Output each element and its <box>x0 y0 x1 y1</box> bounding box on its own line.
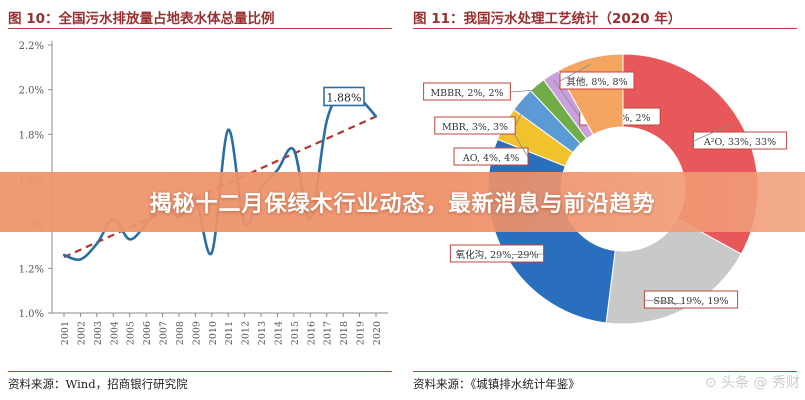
x-tick-label: 2016 <box>306 321 317 345</box>
x-tick-label: 2002 <box>76 321 87 345</box>
x-tick-label: 2012 <box>241 321 252 345</box>
x-tick-label: 2010 <box>208 321 219 345</box>
slice-label-box <box>559 71 635 90</box>
slice-label: MBBR, 2%, 2% <box>430 88 503 99</box>
data-point <box>325 119 328 123</box>
x-tick-label: 2008 <box>175 321 186 345</box>
slice-label: SBR, 19%, 19% <box>654 296 729 307</box>
slice-leader <box>514 103 527 127</box>
slice-label: AO, 4%, 4% <box>462 153 519 164</box>
slice-label: A²O, 33%, 33% <box>703 137 776 148</box>
y-tick-label: 1.8% <box>19 130 44 141</box>
x-tick-label: 2005 <box>126 321 137 345</box>
x-tick-label: 2020 <box>372 321 383 345</box>
headline-text: 揭秘十二月保绿木行业动态，最新消息与前沿趋势 <box>149 192 656 217</box>
data-point <box>227 128 230 132</box>
x-tick-label: 2003 <box>93 321 104 345</box>
data-point <box>374 115 378 118</box>
slice-label-box <box>423 82 511 101</box>
data-point <box>95 242 99 245</box>
left-figure-source: 资料来源：Wind，招商银行研究院 <box>8 371 392 393</box>
slice-leader <box>644 299 682 305</box>
slice-label: 氧化沟, 29%, 29% <box>456 249 539 261</box>
slice-leader <box>693 122 735 142</box>
right-figure-source: 资料来源：《城镇排水统计年鉴》 <box>413 371 797 393</box>
donut-slice <box>605 218 742 325</box>
slice-label: 其他, 8%, 8% <box>566 76 627 88</box>
y-tick-label: 2.2% <box>19 41 44 52</box>
slice-leader <box>553 79 581 118</box>
callout-box <box>323 86 365 107</box>
y-tick-label: 2.0% <box>19 86 44 97</box>
x-tick-label: 2001 <box>60 321 71 345</box>
x-tick-label: 2014 <box>273 321 284 345</box>
slice-leader <box>511 253 544 256</box>
left-figure-title: 图 10：全国污水排放量占地表水体总量比例 <box>8 7 392 29</box>
data-point <box>210 251 213 254</box>
slice-leader <box>559 63 592 82</box>
slice-label-box <box>692 131 788 150</box>
x-tick-label: 2006 <box>142 321 153 345</box>
x-tick-label: 2009 <box>191 321 202 345</box>
x-tick-label: 2015 <box>290 321 301 345</box>
x-tick-label: 2018 <box>339 321 350 345</box>
watermark: ⊙ 头条 @ 秀财 <box>704 375 800 391</box>
slice-label: MBR, 3%, 3% <box>442 122 508 133</box>
x-tick-label: 2019 <box>356 321 367 345</box>
y-tick-label: 1.2% <box>19 264 44 275</box>
data-point <box>276 168 279 172</box>
data-point <box>292 148 296 152</box>
headline-banner: 揭秘十二月保绿木行业动态，最新消息与前沿趋势 <box>0 172 805 232</box>
right-figure-title: 图 11：我国污水处理工艺统计（2020 年） <box>413 7 797 29</box>
data-point <box>128 238 131 241</box>
x-tick-label: 2011 <box>224 321 235 345</box>
data-point <box>79 258 82 261</box>
slice-label-box <box>643 290 739 309</box>
data-point <box>62 253 66 257</box>
y-tick-label: 1.0% <box>19 309 44 320</box>
x-tick-label: 2007 <box>159 321 170 345</box>
x-tick-label: 2013 <box>257 321 268 345</box>
x-tick-label: 2017 <box>323 321 334 345</box>
callout-label: 1.88% <box>327 91 362 104</box>
slice-leader <box>510 89 541 93</box>
x-tick-label: 2004 <box>109 321 120 345</box>
slice-label-box <box>449 244 545 263</box>
